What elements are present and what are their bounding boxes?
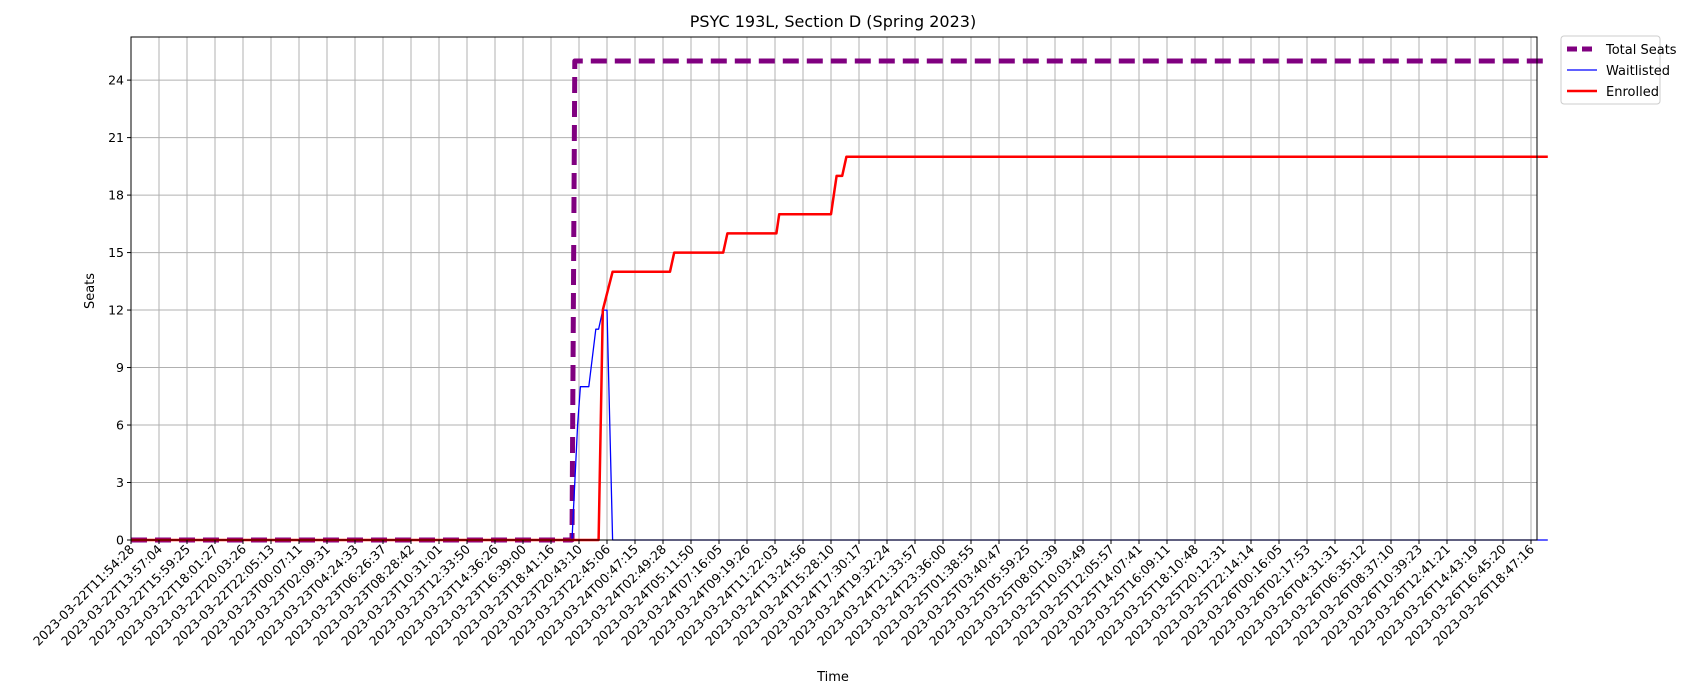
legend-label: Total Seats (1605, 43, 1677, 58)
y-tick-label: 9 (116, 360, 124, 375)
legend: Total Seats Waitlisted Enrolled (1560, 35, 1677, 105)
grid (130, 37, 1537, 541)
series-waitlisted-line (131, 309, 1548, 541)
legend-frame (1560, 35, 1661, 105)
y-tick-label: 24 (108, 73, 124, 88)
series-enrolled-line (131, 155, 1548, 542)
y-tick-label: 21 (108, 130, 124, 145)
y-tick-label: 0 (116, 533, 124, 548)
y-axis-ticks: 0 3 6 9 12 15 18 21 24 (108, 73, 131, 548)
x-axis-ticks: 2023-03-22T11:54:282023-03-22T13:57:0420… (30, 540, 1537, 649)
y-tick-label: 3 (116, 475, 124, 490)
y-tick-label: 15 (108, 245, 124, 260)
y-axis-title: Seats (83, 273, 98, 309)
y-tick-label: 18 (108, 188, 124, 203)
y-tick-label: 6 (116, 418, 124, 433)
x-axis-title: Time (816, 670, 849, 685)
legend-label: Waitlisted (1606, 64, 1670, 79)
y-tick-label: 12 (108, 303, 124, 318)
chart-title: PSYC 193L, Section D (Spring 2023) (690, 12, 976, 31)
legend-label: Enrolled (1606, 85, 1659, 100)
plot-frame (130, 36, 1538, 541)
